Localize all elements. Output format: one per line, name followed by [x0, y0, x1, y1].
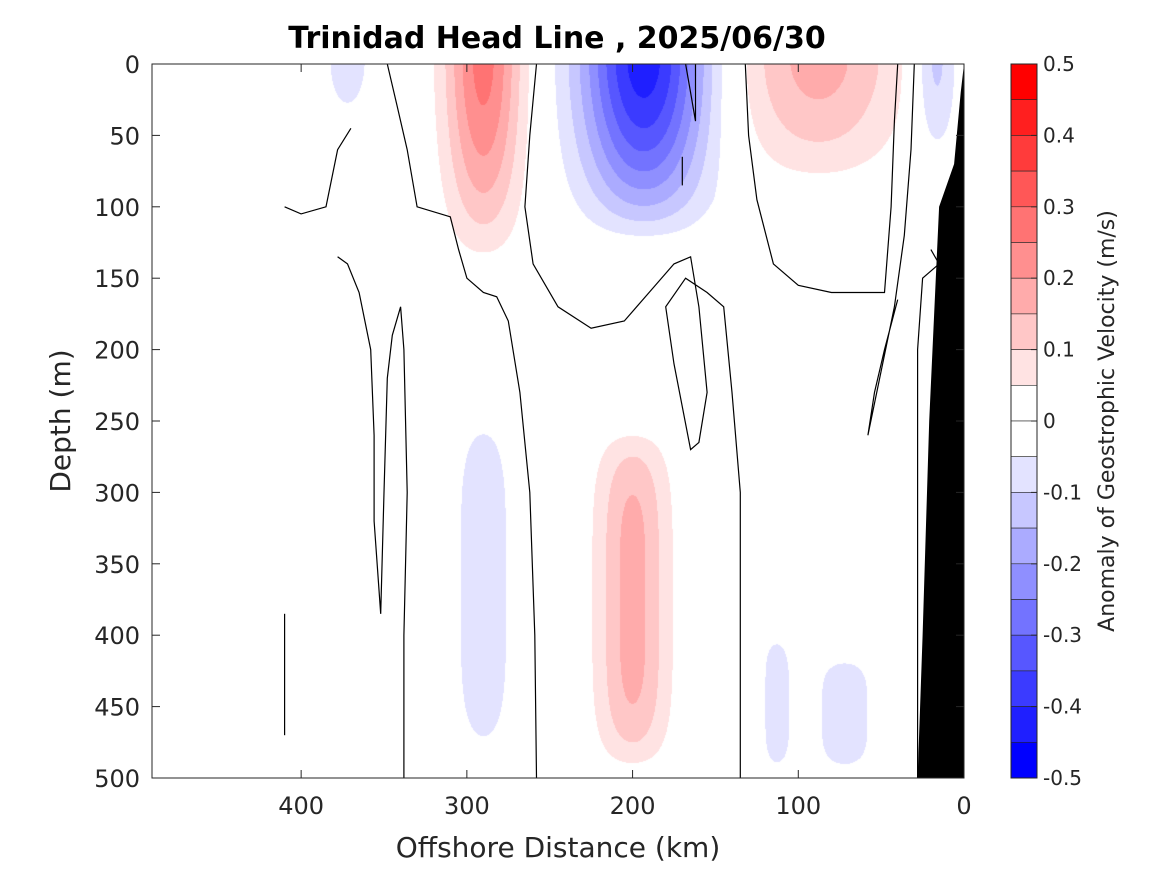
- x-tick-label: 200: [610, 792, 656, 820]
- colorbar-level: [1010, 63, 1038, 101]
- colorbar-tick-label: 0.5: [1043, 52, 1075, 76]
- colorbar-label: Anomaly of Geostrophic Velocity (m/s): [1095, 210, 1120, 632]
- colorbar-levels: [1010, 63, 1038, 779]
- colorbar-level: [1010, 492, 1038, 529]
- colorbar-level: [1010, 242, 1038, 279]
- zero-contour-line: [337, 256, 408, 778]
- zero-contour-layer: [284, 63, 940, 779]
- zero-contour-line: [284, 127, 352, 215]
- plot-area: 400 300 200 100 0 0 50 100 150 200 250 300 350 400 45…: [94, 51, 971, 820]
- colorbar-tick-label: 0.3: [1043, 195, 1075, 219]
- colorbar-level: [1010, 170, 1038, 208]
- y-tick-label: 500: [94, 765, 140, 793]
- y-tick-label: 300: [94, 479, 140, 507]
- colorbar-level: [1010, 634, 1038, 672]
- colorbar-level: [1010, 527, 1038, 565]
- colorbar-level: [1010, 349, 1038, 386]
- colorbar-level: [1010, 384, 1038, 422]
- zero-contour-line: [386, 63, 538, 779]
- colorbar-tick-label: 0: [1043, 409, 1056, 433]
- colorbar: 0.5 0.4 0.3 0.2 0.1 0 -0.1 -0.2 -0.3 -0.4 -0.5 Ano…: [1010, 52, 1120, 790]
- colorbar-ticks: 0.5 0.4 0.3 0.2 0.1 0 -0.1 -0.2 -0.3 -0.4 -0.5: [1031, 52, 1082, 790]
- colorbar-level: [1010, 706, 1038, 743]
- colorbar-level: [1010, 456, 1038, 493]
- colorbar-level: [1010, 670, 1038, 707]
- y-tick-label: 250: [94, 408, 140, 436]
- colorbar-level: [1010, 599, 1038, 636]
- colorbar-level: [1010, 277, 1038, 315]
- colorbar-tick-label: -0.5: [1043, 766, 1082, 790]
- y-tick-label: 50: [109, 122, 140, 150]
- colorbar-level: [1010, 741, 1038, 779]
- bathymetry-seafloor: [917, 64, 964, 778]
- x-tick-label: 0: [956, 792, 971, 820]
- y-axis-ticks: 0 50 100 150 200 250 300 350 400 450 500: [94, 51, 964, 793]
- y-tick-label: 0: [125, 51, 140, 79]
- y-tick-label: 150: [94, 265, 140, 293]
- x-tick-label: 400: [278, 792, 324, 820]
- colorbar-tick-label: -0.2: [1043, 552, 1082, 576]
- y-tick-label: 200: [94, 337, 140, 365]
- y-tick-label: 450: [94, 694, 140, 722]
- x-tick-label: 300: [444, 792, 490, 820]
- velocity-field-image: [152, 64, 964, 778]
- colorbar-level: [1010, 99, 1038, 136]
- zero-contour-line: [744, 63, 899, 294]
- colorbar-level: [1010, 313, 1038, 350]
- colorbar-level: [1010, 206, 1038, 243]
- colorbar-tick-label: -0.1: [1043, 480, 1082, 504]
- colorbar-level: [1010, 563, 1038, 600]
- chart-title: Trinidad Head Line , 2025/06/30: [288, 21, 825, 56]
- zero-contour-line: [685, 63, 697, 122]
- x-axis-label: Offshore Distance (km): [396, 831, 721, 864]
- colorbar-tick-label: 0.1: [1043, 338, 1075, 362]
- colorbar-tick-label: -0.3: [1043, 623, 1082, 647]
- y-tick-label: 350: [94, 551, 140, 579]
- x-axis-ticks: 400 300 200 100 0: [278, 64, 972, 820]
- y-tick-label: 400: [94, 622, 140, 650]
- zero-contour-line: [867, 63, 915, 436]
- colorbar-tick-label: 0.4: [1043, 123, 1075, 147]
- x-tick-label: 100: [775, 792, 821, 820]
- colorbar-tick-label: -0.4: [1043, 695, 1082, 719]
- colorbar-level: [1010, 420, 1038, 458]
- zero-contour-line: [524, 63, 741, 778]
- colorbar-level: [1010, 135, 1038, 172]
- colorbar-tick-label: 0.2: [1043, 266, 1075, 290]
- y-tick-label: 100: [94, 194, 140, 222]
- y-axis-label: Depth (m): [44, 349, 77, 492]
